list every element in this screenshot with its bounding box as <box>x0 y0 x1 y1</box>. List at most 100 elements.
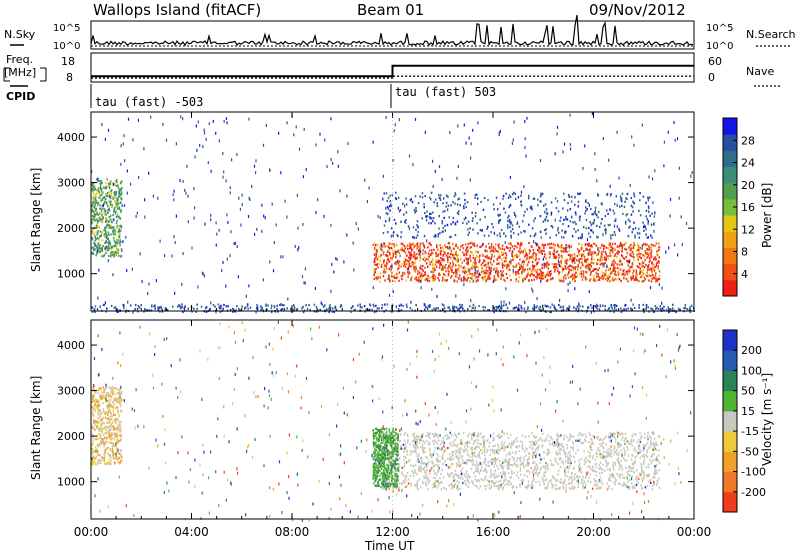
data-cell <box>519 244 521 248</box>
scatter-cell <box>559 299 561 302</box>
data-cell <box>118 208 121 211</box>
data-cell <box>435 260 438 263</box>
nave-tick-bottom: 0 <box>708 71 715 84</box>
data-cell <box>559 280 561 283</box>
data-cell <box>613 304 615 307</box>
data-cell <box>688 308 691 311</box>
data-cell <box>106 405 108 408</box>
data-cell <box>120 225 122 228</box>
data-cell <box>442 277 444 280</box>
data-cell <box>474 257 477 260</box>
data-cell <box>416 247 418 250</box>
data-cell <box>547 267 549 270</box>
data-cell <box>652 201 654 204</box>
scatter-cell <box>492 280 494 284</box>
data-cell <box>566 209 569 212</box>
data-cell <box>669 308 671 311</box>
data-cell <box>610 245 612 249</box>
data-cell <box>457 213 460 216</box>
data-cell <box>376 307 379 310</box>
data-cell <box>384 271 386 274</box>
data-cell <box>657 435 660 438</box>
data-cell <box>585 227 587 230</box>
data-cell <box>434 268 436 272</box>
data-cell <box>97 220 99 223</box>
data-cell <box>600 486 602 489</box>
data-cell <box>492 481 495 484</box>
data-cell <box>471 455 473 458</box>
data-cell <box>602 245 605 248</box>
data-cell <box>390 256 392 260</box>
data-cell <box>413 255 415 258</box>
data-cell <box>427 246 429 249</box>
data-cell <box>111 251 114 254</box>
data-cell <box>322 305 325 308</box>
data-cell <box>543 439 545 442</box>
scatter-cell <box>127 117 130 121</box>
data-cell <box>634 227 637 230</box>
data-cell <box>104 247 106 250</box>
data-cell <box>436 480 438 483</box>
data-cell <box>569 253 571 257</box>
data-cell <box>394 274 396 277</box>
data-cell <box>635 449 637 453</box>
data-cell <box>415 304 417 307</box>
data-cell <box>502 488 504 491</box>
scatter-cell <box>434 169 436 173</box>
data-cell <box>394 431 396 434</box>
data-cell <box>134 307 136 311</box>
data-cell <box>583 438 586 441</box>
data-cell <box>427 462 429 465</box>
data-cell <box>601 262 604 265</box>
nsearch-label: N.Search <box>746 28 796 41</box>
data-cell <box>615 255 618 258</box>
data-cell <box>487 277 489 280</box>
data-cell <box>613 267 615 270</box>
data-cell <box>568 482 571 485</box>
data-cell <box>177 305 179 308</box>
data-cell <box>594 305 596 308</box>
data-cell <box>496 464 498 467</box>
scatter-cell <box>97 296 99 300</box>
data-cell <box>102 433 105 437</box>
data-cell <box>112 428 115 431</box>
data-cell <box>93 242 95 245</box>
scatter-cell <box>388 276 390 280</box>
data-cell <box>436 204 439 208</box>
data-cell <box>378 262 380 265</box>
data-cell <box>559 486 561 489</box>
data-cell <box>492 449 495 452</box>
data-cell <box>107 417 109 420</box>
data-cell <box>490 255 493 258</box>
data-cell <box>93 232 95 235</box>
scatter-cell <box>501 272 503 276</box>
data-cell <box>385 254 388 257</box>
data-cell <box>105 400 107 403</box>
data-cell <box>108 209 111 212</box>
data-cell <box>123 307 125 310</box>
data-cell <box>584 243 587 246</box>
data-cell <box>571 480 574 483</box>
data-cell <box>543 204 545 207</box>
data-cell <box>646 271 648 274</box>
scatter-cell <box>297 226 299 230</box>
data-cell <box>675 310 677 314</box>
data-cell <box>450 235 452 238</box>
data-cell <box>640 462 643 465</box>
data-cell <box>648 256 651 260</box>
data-cell <box>419 275 422 278</box>
data-cell <box>432 269 434 272</box>
freq-label: Freq. <box>6 53 33 66</box>
data-cell <box>502 251 504 254</box>
data-cell <box>438 272 441 275</box>
data-cell <box>405 203 408 206</box>
data-cell <box>393 244 395 248</box>
data-cell <box>616 458 618 461</box>
data-cell <box>503 256 505 259</box>
data-cell <box>100 395 102 398</box>
data-cell <box>632 210 634 213</box>
data-cell <box>415 258 417 261</box>
data-cell <box>445 254 448 257</box>
data-cell <box>522 220 524 223</box>
data-cell <box>408 256 410 259</box>
